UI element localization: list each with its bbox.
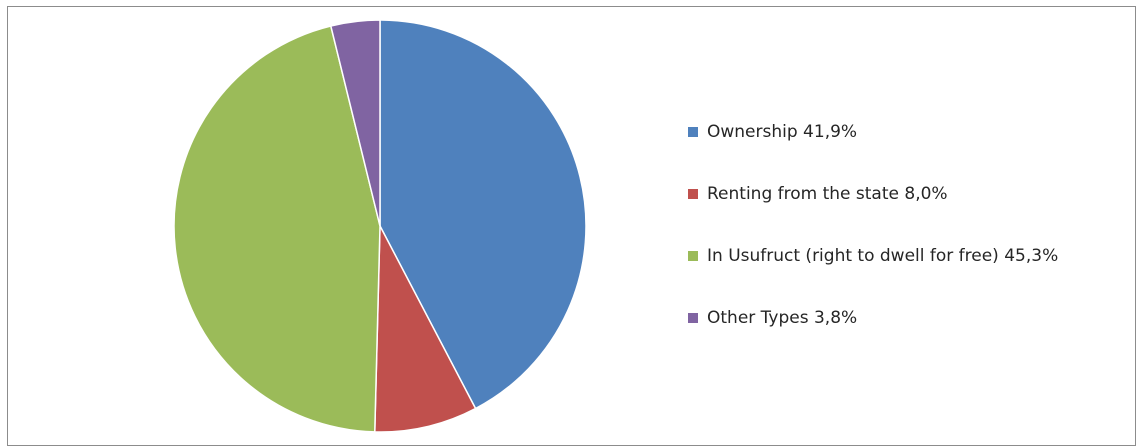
legend-swatch-other — [688, 313, 698, 323]
legend-swatch-renting — [688, 189, 698, 199]
legend-item-ownership: Ownership 41,9% — [688, 118, 1058, 180]
legend-swatch-usufruct — [688, 251, 698, 261]
legend-item-usufruct: In Usufruct (right to dwell for free) 45… — [688, 242, 1058, 304]
legend-swatch-ownership — [688, 127, 698, 137]
legend-label-ownership: Ownership 41,9% — [707, 118, 857, 146]
pie-slices — [174, 20, 586, 432]
legend-item-renting: Renting from the state 8,0% — [688, 180, 1058, 242]
legend-label-usufruct: In Usufruct (right to dwell for free) 45… — [707, 242, 1058, 270]
legend-label-renting: Renting from the state 8,0% — [707, 180, 948, 208]
legend-item-other: Other Types 3,8% — [688, 304, 1058, 366]
legend-label-other: Other Types 3,8% — [707, 304, 857, 332]
legend: Ownership 41,9% Renting from the state 8… — [688, 118, 1058, 366]
